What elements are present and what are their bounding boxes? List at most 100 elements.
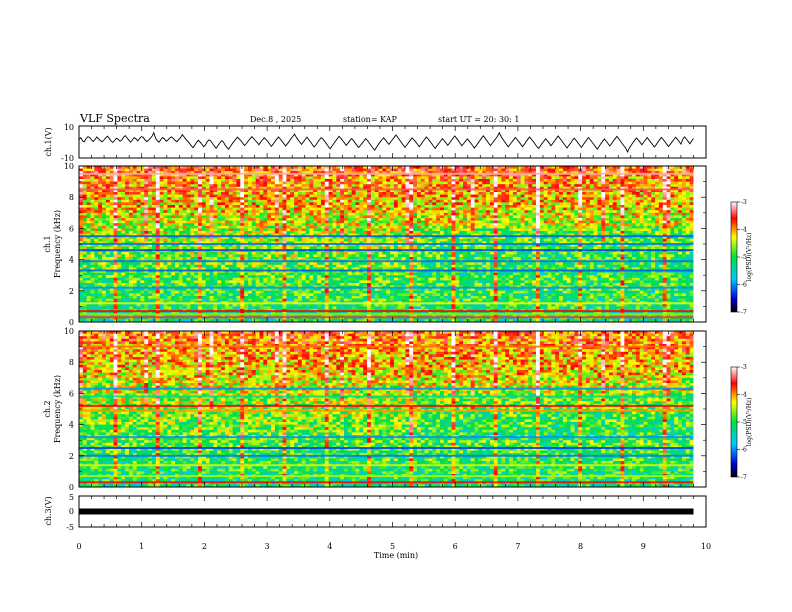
spec-cell bbox=[597, 218, 601, 221]
spec-cell bbox=[106, 202, 110, 205]
spec-cell bbox=[402, 192, 406, 195]
spec-cell bbox=[690, 179, 694, 182]
spec-cell bbox=[532, 223, 536, 226]
spec-cell bbox=[225, 169, 229, 172]
spec-cell bbox=[156, 215, 160, 218]
spec-cell bbox=[670, 210, 674, 213]
spec-cell bbox=[590, 195, 594, 198]
spec-cell bbox=[482, 218, 486, 221]
spec-cell bbox=[183, 182, 187, 185]
spec-cell bbox=[229, 200, 233, 203]
spec-cell bbox=[432, 218, 436, 221]
spec-cell bbox=[494, 169, 498, 172]
spec-cell bbox=[482, 179, 486, 182]
spec-cell bbox=[87, 192, 91, 195]
spec-cell bbox=[455, 197, 459, 200]
spec-cell bbox=[521, 192, 525, 195]
spec-cell bbox=[559, 213, 563, 216]
spec-cell bbox=[398, 202, 402, 205]
spec-cell bbox=[605, 182, 609, 185]
spec-cell bbox=[594, 215, 598, 218]
spec-cell bbox=[217, 223, 221, 226]
spec-cell bbox=[686, 179, 690, 182]
spec-cell bbox=[678, 182, 682, 185]
spec-cell bbox=[213, 205, 217, 208]
spec-cell bbox=[156, 208, 160, 211]
spec-cell bbox=[279, 223, 283, 226]
spec-cell bbox=[248, 200, 252, 203]
spec-cell bbox=[256, 200, 260, 203]
spec-cell bbox=[294, 179, 298, 182]
spec-cell bbox=[163, 221, 167, 224]
spec-cell bbox=[647, 176, 651, 179]
spec-cell bbox=[102, 200, 106, 203]
spec-cell bbox=[121, 208, 125, 211]
spec-cell bbox=[540, 184, 544, 187]
spec-cell bbox=[183, 169, 187, 172]
spec-cell bbox=[263, 210, 267, 213]
spec-cell bbox=[352, 197, 356, 200]
spec-cell bbox=[275, 169, 279, 172]
spec-cell bbox=[140, 182, 144, 185]
spec-cell bbox=[590, 215, 594, 218]
spec-cell bbox=[240, 213, 244, 216]
spec-cell bbox=[167, 200, 171, 203]
spec-cell bbox=[459, 208, 463, 211]
spec-cell bbox=[647, 215, 651, 218]
spec-cell bbox=[263, 215, 267, 218]
spec-cell bbox=[655, 192, 659, 195]
spec-cell bbox=[163, 200, 167, 203]
spec-cell bbox=[336, 169, 340, 172]
spec-cell bbox=[279, 192, 283, 195]
spec-cell bbox=[563, 215, 567, 218]
spec-cell bbox=[87, 176, 91, 179]
spec-cell bbox=[421, 221, 425, 224]
spec-cell bbox=[352, 215, 356, 218]
spec-cell bbox=[582, 182, 586, 185]
spec-cell bbox=[386, 195, 390, 198]
spec-cell bbox=[302, 184, 306, 187]
spec-cell bbox=[129, 215, 133, 218]
spec-cell bbox=[371, 179, 375, 182]
spec-cell bbox=[636, 192, 640, 195]
spec-cell bbox=[382, 184, 386, 187]
spec-cell bbox=[279, 213, 283, 216]
spec-cell bbox=[163, 213, 167, 216]
spec-cell bbox=[217, 176, 221, 179]
spec-cell bbox=[597, 184, 601, 187]
spec-cell bbox=[382, 223, 386, 226]
spec-cell bbox=[329, 195, 333, 198]
spec-cell bbox=[233, 197, 237, 200]
spec-cell bbox=[321, 184, 325, 187]
spec-cell bbox=[183, 223, 187, 226]
spec-cell bbox=[567, 176, 571, 179]
spec-cell bbox=[202, 208, 206, 211]
spec-cell bbox=[240, 223, 244, 226]
spec-cell bbox=[390, 205, 394, 208]
spec-cell bbox=[417, 221, 421, 224]
spec-cell bbox=[198, 179, 202, 182]
spec-cell bbox=[129, 176, 133, 179]
spec-cell bbox=[367, 200, 371, 203]
spec-cell bbox=[175, 192, 179, 195]
spec-cell bbox=[471, 169, 475, 172]
spec-cell bbox=[160, 205, 164, 208]
spec-cell bbox=[233, 213, 237, 216]
spec-cell bbox=[540, 202, 544, 205]
spec-cell bbox=[352, 182, 356, 185]
spec-cell bbox=[613, 179, 617, 182]
spec-cell bbox=[187, 184, 191, 187]
spec-cell bbox=[428, 195, 432, 198]
spec-cell bbox=[325, 200, 329, 203]
spec-cell bbox=[336, 184, 340, 187]
spec-cell bbox=[559, 184, 563, 187]
spec-cell bbox=[175, 179, 179, 182]
spec-cell bbox=[448, 213, 452, 216]
spec-cell bbox=[682, 182, 686, 185]
spec-cell bbox=[114, 184, 118, 187]
spec-cell bbox=[398, 221, 402, 224]
spec-cell bbox=[279, 208, 283, 211]
spec-cell bbox=[359, 200, 363, 203]
spec-cell bbox=[536, 210, 540, 213]
spec-cell bbox=[405, 169, 409, 172]
